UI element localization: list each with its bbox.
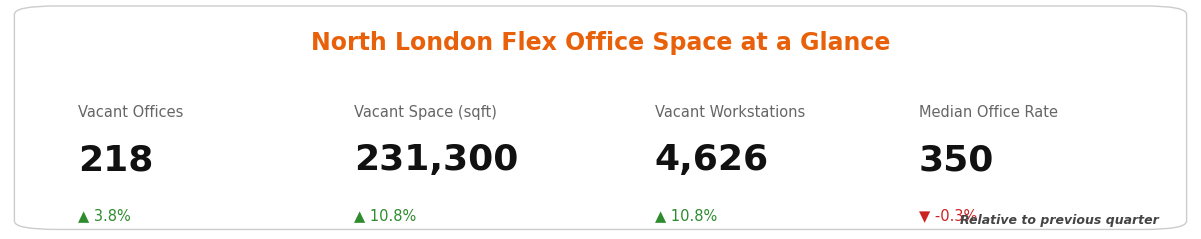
Text: ▲ 10.8%: ▲ 10.8% [354, 208, 417, 223]
Text: ▼ -0.3%: ▼ -0.3% [919, 208, 978, 223]
Text: 218: 218 [78, 143, 154, 177]
Text: 4,626: 4,626 [655, 143, 769, 177]
Text: 231,300: 231,300 [354, 143, 519, 177]
Text: North London Flex Office Space at a Glance: North London Flex Office Space at a Glan… [311, 31, 890, 55]
Text: Relative to previous quarter: Relative to previous quarter [961, 214, 1159, 227]
Text: Vacant Workstations: Vacant Workstations [655, 105, 805, 120]
Text: ▲ 3.8%: ▲ 3.8% [78, 208, 131, 223]
Text: Vacant Space (sqft): Vacant Space (sqft) [354, 105, 497, 120]
Text: ▲ 10.8%: ▲ 10.8% [655, 208, 717, 223]
FancyBboxPatch shape [14, 6, 1187, 229]
Text: Vacant Offices: Vacant Offices [78, 105, 184, 120]
Text: 350: 350 [919, 143, 994, 177]
Text: Median Office Rate: Median Office Rate [919, 105, 1058, 120]
